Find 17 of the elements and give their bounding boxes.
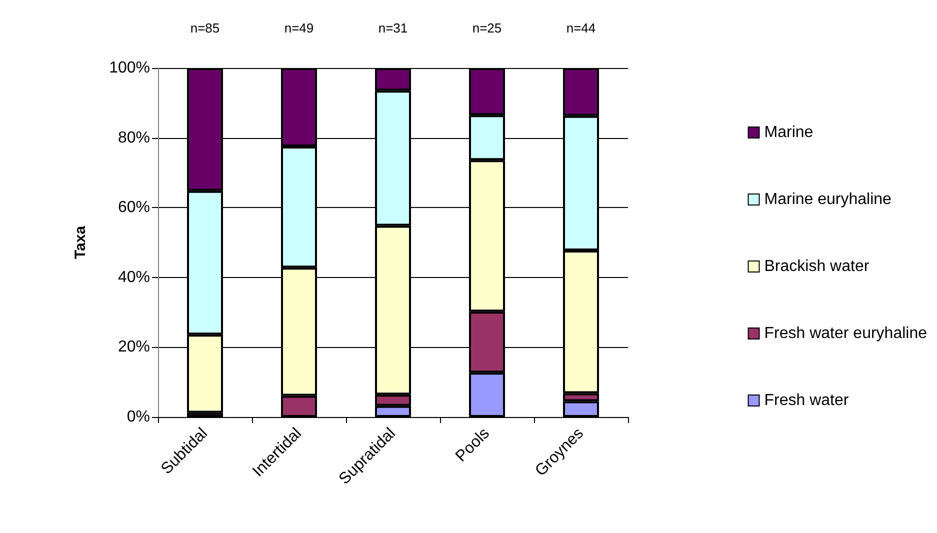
legend-label: Fresh water euryhaline: [764, 325, 928, 342]
y-tick-label: 40%: [118, 268, 150, 286]
legend-label: Fresh water: [764, 392, 850, 409]
legend-label: Marine euryhaline: [764, 191, 892, 208]
legend-label: Marine: [764, 124, 814, 141]
y-tick-label: 0%: [126, 408, 150, 426]
text: n=49: [284, 20, 314, 36]
text: n=25: [472, 20, 502, 36]
y-tick-label: 60%: [118, 199, 150, 216]
text: n=31: [378, 20, 408, 36]
text: n=44: [566, 20, 596, 36]
legend-label: Brackish water: [764, 258, 870, 275]
text: n=85: [190, 20, 220, 36]
y-tick-label: 80%: [118, 129, 150, 146]
y-axis-title: Taxa: [72, 225, 89, 260]
y-tick-label: 20%: [118, 338, 150, 356]
y-tick-label: 100%: [109, 60, 150, 76]
